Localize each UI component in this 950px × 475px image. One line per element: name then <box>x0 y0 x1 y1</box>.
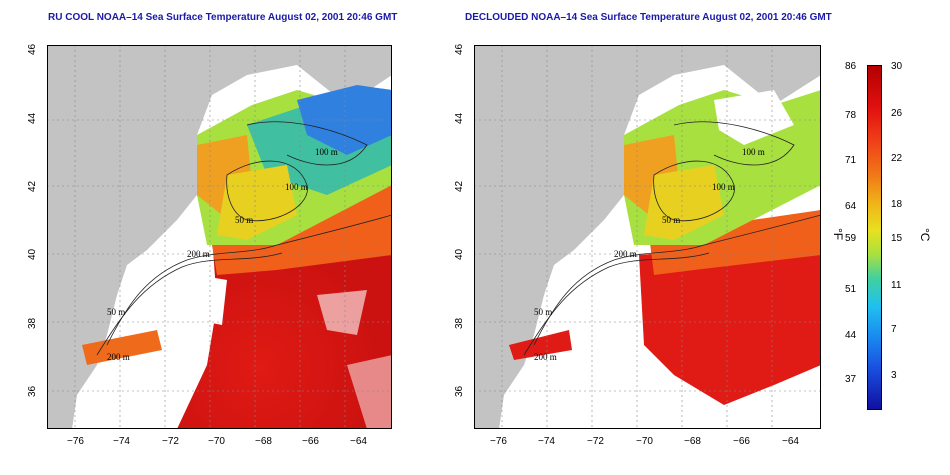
colorbar-f-label: 78 <box>845 110 857 121</box>
contour-label-100m: 100 m <box>285 182 308 192</box>
y-tick: 38 <box>27 317 38 329</box>
right-land <box>474 45 821 429</box>
x-tick: −66 <box>733 436 750 447</box>
contour-label-50m: 50 m <box>534 307 552 317</box>
x-tick: −64 <box>782 436 799 447</box>
x-tick: −64 <box>350 436 367 447</box>
y-tick: 44 <box>454 112 465 124</box>
colorbar-c-label: 22 <box>891 153 903 164</box>
x-tick: −68 <box>684 436 701 447</box>
contour-label-200m: 200 m <box>534 352 557 362</box>
left-map: 100 m 100 m 50 m 200 m 50 m 200 m <box>47 45 392 429</box>
y-tick: 36 <box>454 385 465 397</box>
colorbar-f-label: 71 <box>845 155 857 166</box>
unit-fahrenheit: °F <box>831 228 845 241</box>
left-title: RU COOL NOAA–14 Sea Surface Temperature … <box>48 12 398 23</box>
y-tick: 42 <box>27 180 38 192</box>
contour-label-50m: 50 m <box>235 215 253 225</box>
colorbar-c-label: 15 <box>891 233 903 244</box>
x-tick: −74 <box>538 436 555 447</box>
y-tick: 40 <box>27 248 38 260</box>
x-tick: −70 <box>208 436 225 447</box>
y-tick: 36 <box>27 385 38 397</box>
colorbar-f-label: 44 <box>845 330 857 341</box>
y-tick: 42 <box>454 180 465 192</box>
x-tick: −72 <box>162 436 179 447</box>
x-tick: −76 <box>67 436 84 447</box>
right-map: 100 m 100 m 50 m 200 m 50 m 200 m <box>474 45 821 429</box>
colorbar <box>867 65 882 410</box>
right-warm-water <box>639 240 821 405</box>
left-map-panel: 100 m 100 m 50 m 200 m 50 m 200 m <box>47 45 392 429</box>
colorbar-f-label: 59 <box>845 233 857 244</box>
contour-label-50m: 50 m <box>662 215 680 225</box>
contour-label-200m: 200 m <box>187 249 210 259</box>
colorbar-f-label: 51 <box>845 284 857 295</box>
x-tick: −68 <box>255 436 272 447</box>
unit-celsius: °C <box>918 228 932 242</box>
y-tick: 44 <box>27 112 38 124</box>
colorbar-c-label: 3 <box>891 370 897 381</box>
x-tick: −74 <box>113 436 130 447</box>
x-tick: −72 <box>587 436 604 447</box>
contour-label-200m: 200 m <box>107 352 130 362</box>
colorbar-c-label: 11 <box>891 280 902 291</box>
y-tick: 40 <box>454 248 465 260</box>
y-tick: 46 <box>27 43 38 55</box>
x-tick: −76 <box>490 436 507 447</box>
y-tick: 38 <box>454 317 465 329</box>
left-land <box>47 45 392 429</box>
colorbar-f-label: 37 <box>845 374 857 385</box>
colorbar-c-label: 26 <box>891 108 903 119</box>
y-tick: 46 <box>454 43 465 55</box>
colorbar-c-label: 18 <box>891 199 903 210</box>
colorbar-f-label: 64 <box>845 201 857 212</box>
x-tick: −70 <box>636 436 653 447</box>
colorbar-f-label: 86 <box>845 61 857 72</box>
contour-label-100m: 100 m <box>712 182 735 192</box>
colorbar-c-label: 7 <box>891 324 897 335</box>
right-map-panel: 100 m 100 m 50 m 200 m 50 m 200 m <box>474 45 821 429</box>
right-title: DECLOUDED NOAA–14 Sea Surface Temperatur… <box>465 12 832 23</box>
contour-label-50m: 50 m <box>107 307 125 317</box>
contour-label-100m: 100 m <box>315 147 338 157</box>
contour-label-100m: 100 m <box>742 147 765 157</box>
x-tick: −66 <box>302 436 319 447</box>
colorbar-c-label: 30 <box>891 61 903 72</box>
contour-label-200m: 200 m <box>614 249 637 259</box>
